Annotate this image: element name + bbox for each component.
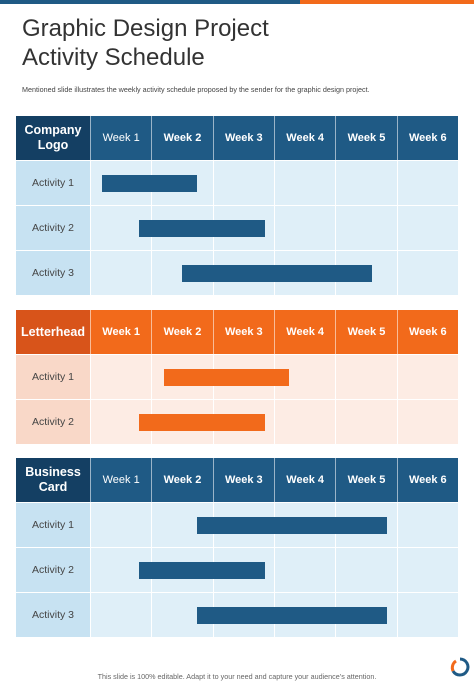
grid-cell (396, 593, 458, 637)
week-header-1: Week 1 (90, 310, 152, 354)
page-title-line-1: Graphic Design Project (22, 15, 269, 42)
week-header-2: Week 2 (151, 458, 213, 502)
grid-cell (396, 251, 458, 295)
grid-cell (274, 400, 336, 444)
gantt-row: Activity 2 (16, 399, 458, 444)
week-header-5: Week 5 (335, 458, 397, 502)
week-header-4: Week 4 (274, 116, 336, 160)
gantt-row: Activity 1 (16, 502, 458, 547)
task-bar-business-card-activity-1 (197, 517, 388, 534)
task-bar-company-logo-activity-2 (139, 220, 265, 237)
gantt-header: Company Logo Week 1 Week 2 Week 3 Week 4 Week… (16, 116, 458, 160)
week-header-6: Week 6 (396, 310, 458, 354)
top-accent-stripe (0, 0, 474, 4)
gantt-title-business-card: Business Card (16, 458, 90, 502)
grid-cell (335, 355, 397, 399)
grid-cell (396, 503, 458, 547)
grid-cell (396, 206, 458, 250)
gantt-row: Activity 2 (16, 547, 458, 592)
top-accent-orange (300, 0, 474, 4)
gantt-row: Activity 1 (16, 354, 458, 399)
gantt-header: Letterhead Week 1 Week 2 Week 3 Week 4 Week 5… (16, 310, 458, 354)
gantt-letterhead: Letterhead Week 1 Week 2 Week 3 Week 4 Week 5… (16, 310, 458, 444)
grid-cell (212, 161, 274, 205)
activity-label: Activity 1 (16, 503, 90, 547)
activity-label: Activity 2 (16, 206, 90, 250)
week-header-4: Week 4 (274, 310, 336, 354)
grid-cell (396, 548, 458, 592)
grid-cell (274, 206, 336, 250)
grid-cell (335, 161, 397, 205)
gantt-title-letterhead: Letterhead (16, 310, 90, 354)
grid-cell (90, 251, 152, 295)
activity-label: Activity 2 (16, 548, 90, 592)
week-header-1: Week 1 (90, 458, 152, 502)
gantt-row: Activity 3 (16, 250, 458, 295)
week-header-3: Week 3 (212, 310, 274, 354)
task-bar-letterhead-activity-1 (163, 369, 290, 386)
gantt-row: Activity 2 (16, 205, 458, 250)
grid-cell (90, 503, 152, 547)
task-bar-business-card-activity-2 (139, 562, 265, 579)
gantt-row: Activity 3 (16, 592, 458, 637)
week-header-6: Week 6 (396, 458, 458, 502)
grid-cell (90, 355, 152, 399)
task-bar-company-logo-activity-3 (182, 265, 373, 282)
week-header-4: Week 4 (274, 458, 336, 502)
grid-cell (90, 593, 152, 637)
week-header-5: Week 5 (335, 116, 397, 160)
task-bar-letterhead-activity-2 (139, 414, 265, 431)
week-header-6: Week 6 (396, 116, 458, 160)
week-header-3: Week 3 (212, 458, 274, 502)
grid-cell (335, 206, 397, 250)
page-title: Graphic Design Project Activity Schedule (22, 14, 442, 72)
grid-cell (274, 548, 336, 592)
page-subtitle: Mentioned slide illustrates the weekly a… (22, 85, 370, 94)
activity-label: Activity 1 (16, 161, 90, 205)
activity-label: Activity 2 (16, 400, 90, 444)
activity-label: Activity 3 (16, 251, 90, 295)
page-title-line-2: Activity Schedule (22, 44, 205, 71)
footer-note: This slide is 100% editable. Adapt it to… (97, 672, 377, 681)
grid-cell (335, 548, 397, 592)
task-bar-company-logo-activity-1 (102, 175, 198, 192)
gantt-business-card: Business Card Week 1 Week 2 Week 3 Week 4 Wee… (16, 458, 458, 637)
grid-cell (396, 400, 458, 444)
week-header-2: Week 2 (151, 116, 213, 160)
grid-cell (274, 161, 336, 205)
top-accent-blue (0, 0, 300, 4)
gantt-header: Business Card Week 1 Week 2 Week 3 Week 4 Wee… (16, 458, 458, 502)
activity-label: Activity 1 (16, 355, 90, 399)
week-header-3: Week 3 (212, 116, 274, 160)
week-header-5: Week 5 (335, 310, 397, 354)
grid-cell (396, 355, 458, 399)
grid-cell (335, 400, 397, 444)
grid-cell (396, 161, 458, 205)
task-bar-business-card-activity-3 (197, 607, 388, 624)
gantt-row: Activity 1 (16, 160, 458, 205)
week-header-2: Week 2 (151, 310, 213, 354)
brand-logo-icon (450, 657, 470, 677)
gantt-company-logo: Company Logo Week 1 Week 2 Week 3 Week 4 Week… (16, 116, 458, 295)
gantt-title-company-logo: Company Logo (16, 116, 90, 160)
activity-label: Activity 3 (16, 593, 90, 637)
week-header-1: Week 1 (90, 116, 152, 160)
